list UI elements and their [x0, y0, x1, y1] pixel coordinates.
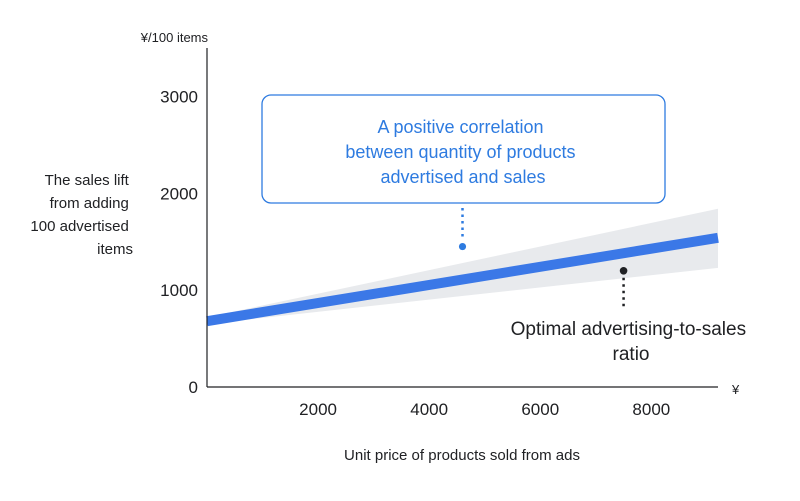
x-unit-label: ¥ [731, 382, 740, 397]
y-axis-title-line: 100 advertised [30, 218, 128, 235]
x-tick-label: 6000 [521, 400, 559, 419]
y-tick-label: 1000 [160, 281, 198, 300]
optimal-ratio-text: Optimal advertising-to-sales ratio [511, 319, 752, 365]
y-axis-title-line: items [97, 241, 133, 258]
x-tick-label: 8000 [632, 400, 670, 419]
y-axis-title-line: from adding [50, 195, 129, 212]
x-axis-title: Unit price of products sold from ads [344, 447, 580, 464]
trend-line [206, 232, 719, 327]
y-unit-label: ¥/100 items [140, 30, 209, 45]
y-axis-title-line: The sales lift [45, 172, 130, 189]
y-tick-label: 0 [189, 378, 198, 397]
y-tick-label: 3000 [160, 87, 198, 106]
confidence-band [207, 208, 718, 325]
callout-box [261, 94, 666, 204]
callout-text: A positive correlation between quantity … [345, 117, 580, 187]
y-axis-title: The sales lift from adding 100 advertise… [30, 172, 133, 258]
callout-line: advertised and sales [380, 167, 545, 187]
callout-line: between quantity of products [345, 142, 575, 162]
callout-point [458, 242, 467, 251]
y-tick-label: 2000 [160, 184, 198, 203]
optimal-ratio-line: Optimal advertising-to-sales [511, 319, 746, 340]
callout-line: A positive correlation [377, 117, 543, 137]
x-tick-label: 2000 [299, 400, 337, 419]
optimal-ratio-point [619, 266, 628, 275]
optimal-ratio-line: ratio [613, 344, 650, 365]
x-tick-label: 4000 [410, 400, 448, 419]
